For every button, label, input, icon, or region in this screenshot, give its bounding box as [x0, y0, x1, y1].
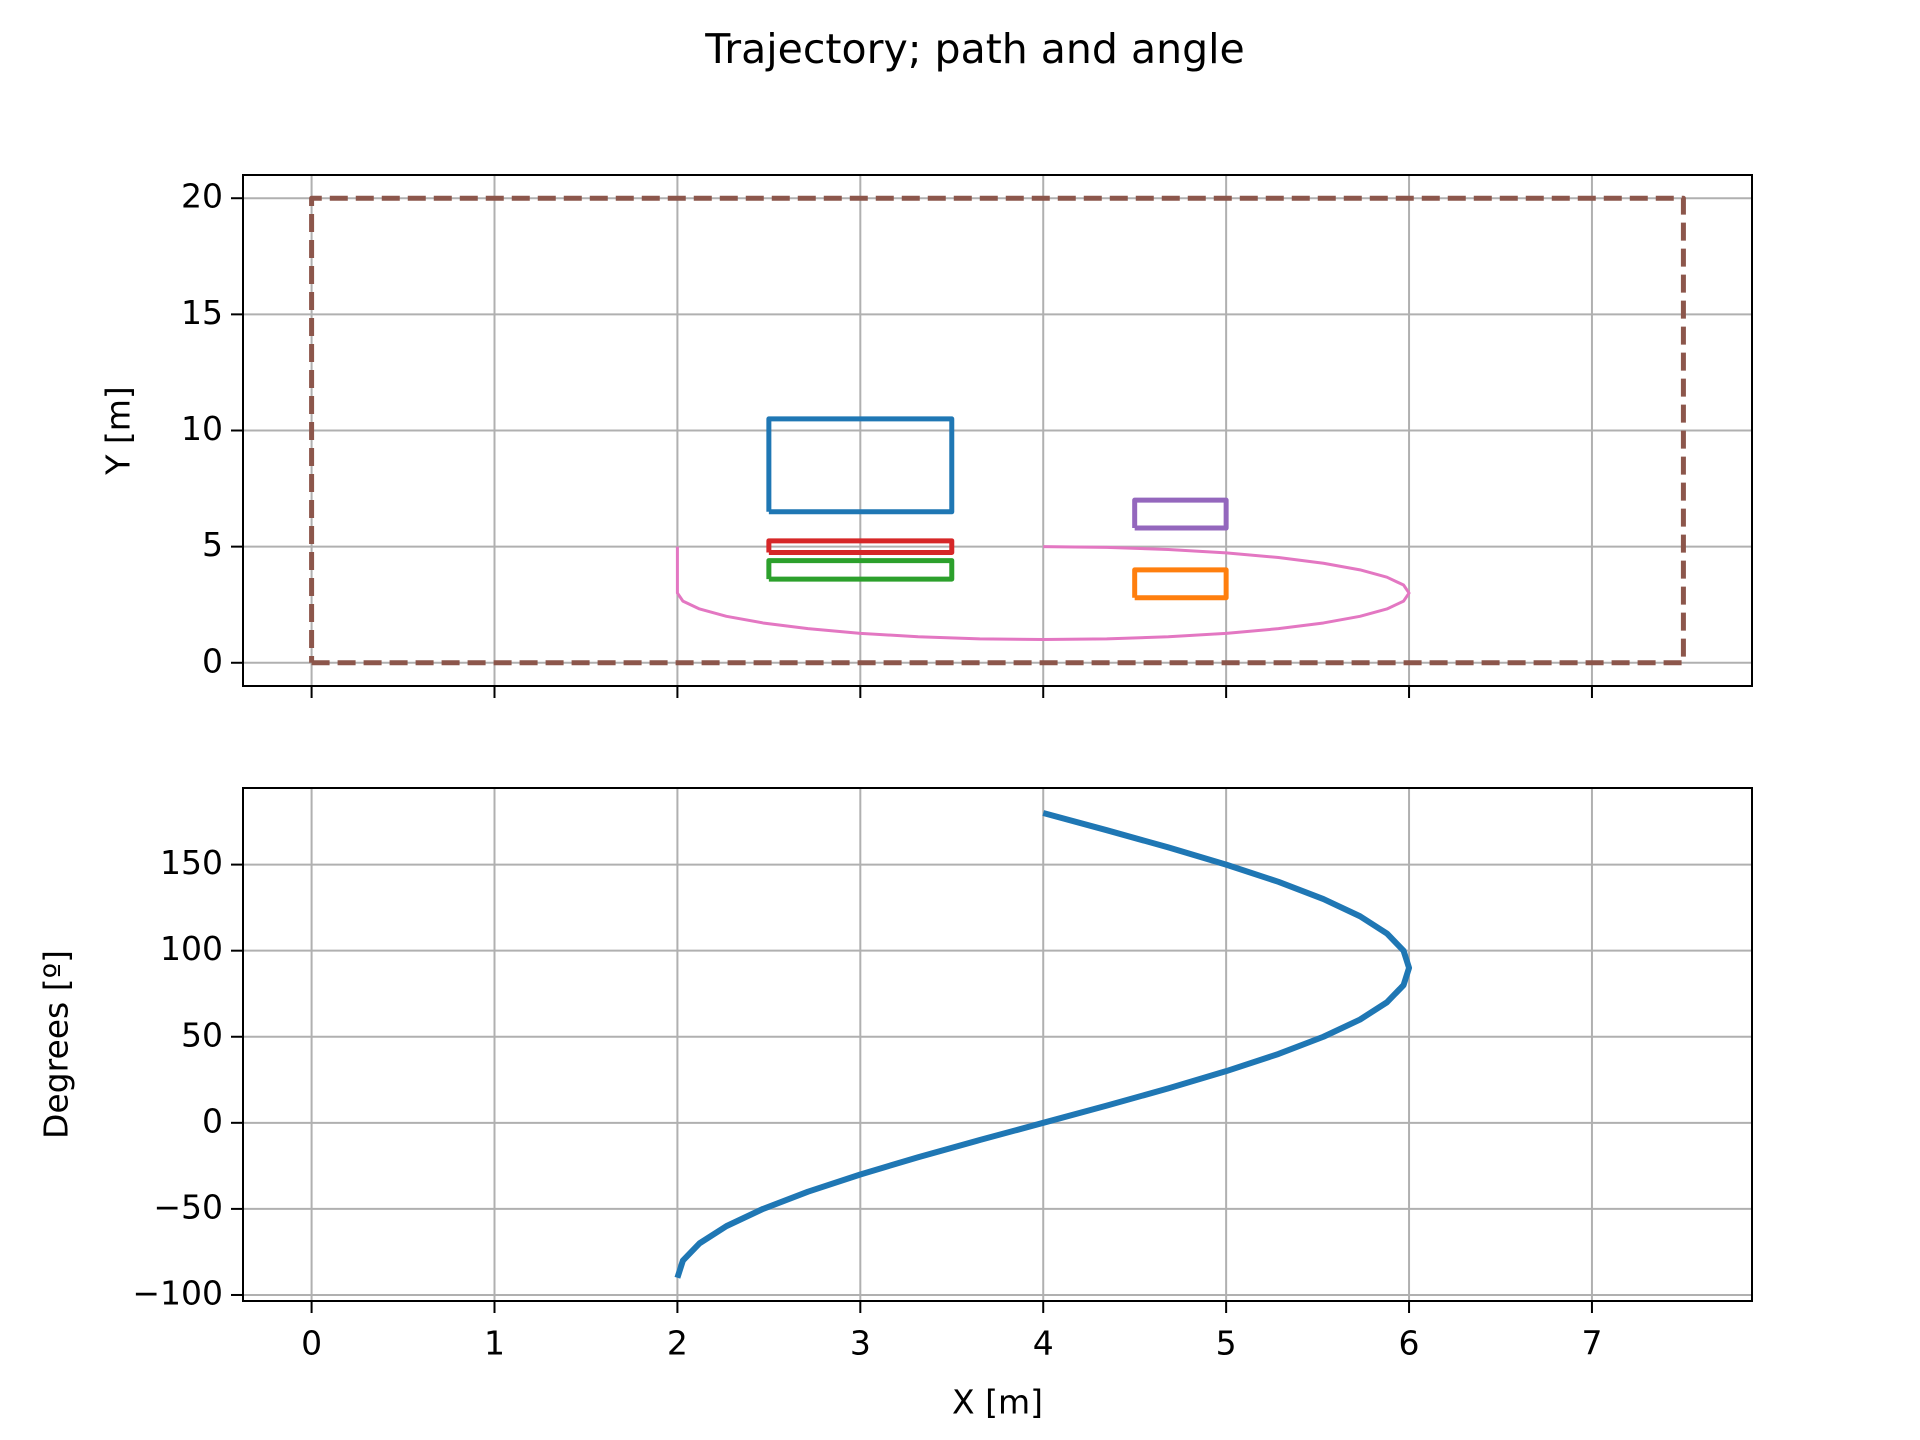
y-tick-label: −100 [132, 1273, 223, 1312]
x-tick-label: 1 [484, 1324, 505, 1363]
x-tick-label: 2 [667, 1324, 688, 1363]
line [766, 558, 955, 582]
line [675, 545, 1411, 642]
y-tick-label: 50 [181, 1015, 223, 1054]
x-tick-label: 0 [301, 1324, 322, 1363]
line [309, 195, 1686, 666]
x-tick-label: 5 [1216, 1324, 1237, 1363]
y-tick-label: 15 [181, 293, 223, 332]
y-tick-label: 10 [181, 409, 223, 448]
y-axis-label: Y [m] [99, 386, 138, 476]
y-tick-label: 20 [181, 177, 223, 216]
axes-frame [242, 174, 1753, 687]
line [1132, 497, 1229, 531]
y-tick-label: 0 [202, 1101, 223, 1140]
y-tick-label: 5 [202, 525, 223, 564]
line [766, 538, 955, 555]
x-axis-label: X [m] [952, 1383, 1043, 1422]
x-tick-label: 7 [1581, 1324, 1602, 1363]
x-tick-label: 6 [1399, 1324, 1420, 1363]
y-tick-label: 100 [160, 929, 223, 968]
y-tick-label: 150 [160, 843, 223, 882]
line [766, 416, 955, 515]
figure-title: Trajectory; path and angle [704, 25, 1244, 73]
x-tick-label: 3 [850, 1324, 871, 1363]
x-tick-label: 4 [1033, 1324, 1054, 1363]
axes-frame [242, 787, 1753, 1302]
line [1132, 567, 1229, 601]
y-tick-label: 0 [202, 641, 223, 680]
y-axis-label: Degrees [º] [37, 950, 76, 1139]
line [674, 810, 1413, 1279]
y-tick-label: −50 [153, 1187, 223, 1226]
